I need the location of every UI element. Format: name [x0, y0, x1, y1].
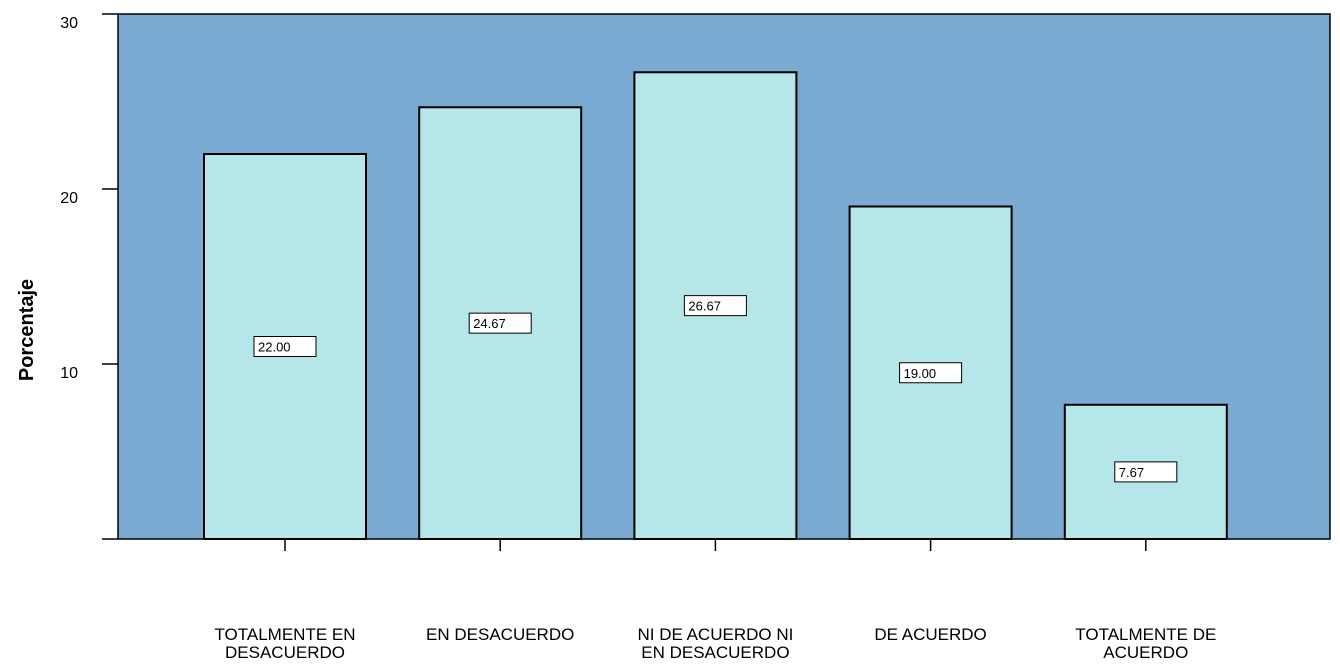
x-axis: TOTALMENTE EN DESACUERDO EN DESACUERDO NI D…	[214, 539, 1216, 662]
data-label-box	[899, 362, 963, 384]
data-label: 19.00	[904, 366, 937, 381]
y-tick-label: 30	[60, 15, 78, 32]
data-label-box	[468, 312, 532, 334]
x-tick-label: NI DE ACUERDO NI EN DESACUERDO	[637, 625, 793, 662]
y-tick-label: 20	[60, 190, 78, 207]
data-label: 24.67	[473, 316, 506, 331]
data-label-box	[683, 295, 747, 317]
data-label-box	[253, 336, 317, 357]
x-tick-label: DE ACUERDO	[874, 625, 986, 644]
data-label: 7.67	[1119, 465, 1144, 480]
y-axis-title: Porcentaje	[16, 279, 38, 381]
x-tick-label: TOTALMENTE EN DESACUERDO	[214, 625, 355, 662]
data-label: 26.67	[688, 299, 721, 314]
data-label-box	[1114, 461, 1178, 483]
y-axis: 10 20 30	[60, 13, 118, 540]
x-tick-label: TOTALMENTE DE ACUERDO	[1075, 625, 1216, 662]
data-label: 22.00	[258, 340, 291, 355]
x-tick-label: EN DESACUERDO	[426, 625, 574, 644]
y-tick-label: 10	[60, 365, 78, 382]
